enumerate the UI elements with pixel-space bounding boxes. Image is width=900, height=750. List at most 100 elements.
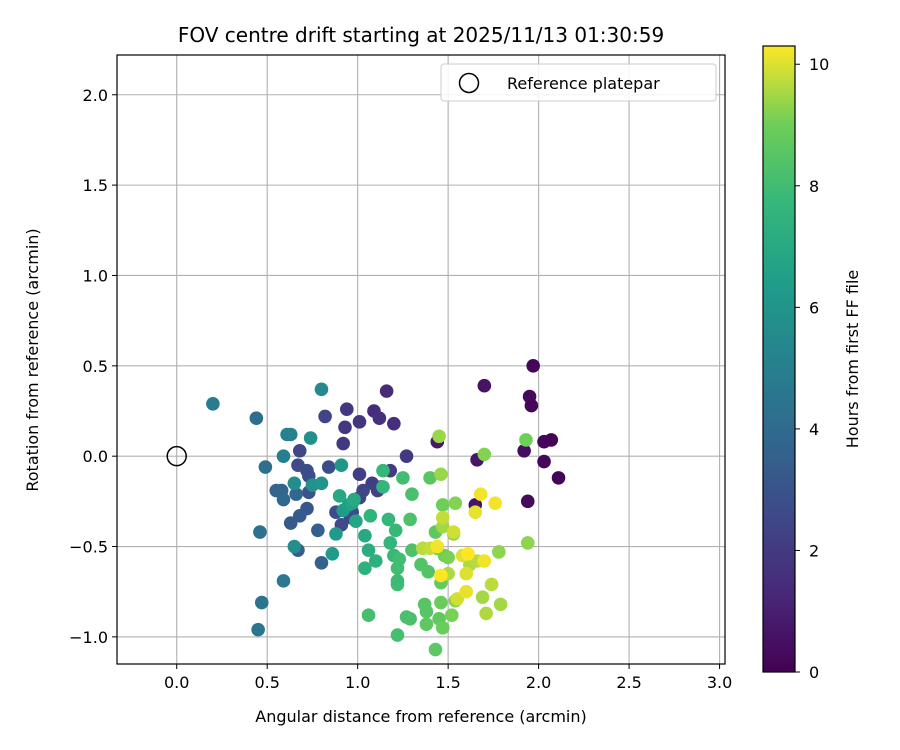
data-point xyxy=(292,509,307,523)
data-point xyxy=(276,492,291,507)
data-point xyxy=(520,494,535,509)
plot-area xyxy=(117,55,725,664)
data-point xyxy=(484,577,499,592)
data-point xyxy=(340,402,354,416)
data-point xyxy=(358,561,372,576)
data-point xyxy=(361,543,376,557)
data-point xyxy=(390,628,405,642)
data-point xyxy=(448,496,463,510)
y-tick-label: 2.0 xyxy=(83,86,108,105)
legend-reference-marker xyxy=(458,72,480,94)
data-point xyxy=(477,554,492,568)
data-point xyxy=(332,489,347,503)
data-point xyxy=(434,568,448,583)
data-point xyxy=(253,525,267,539)
data-point xyxy=(473,487,488,501)
data-point xyxy=(283,427,298,442)
data-point xyxy=(276,574,291,588)
data-point xyxy=(368,554,383,568)
data-point xyxy=(390,577,405,592)
colorbar-tick-label: 8 xyxy=(809,177,819,196)
data-point xyxy=(376,463,390,478)
x-tick-label: 0.5 xyxy=(254,673,279,692)
data-point xyxy=(314,382,329,397)
data-point xyxy=(349,514,363,529)
data-point xyxy=(287,476,302,491)
data-point xyxy=(347,492,361,507)
x-axis-label: Angular distance from reference (arcmin) xyxy=(255,707,586,726)
y-tick-label: −0.5 xyxy=(69,538,108,557)
data-point xyxy=(475,590,490,604)
data-point xyxy=(269,483,284,498)
data-point xyxy=(450,592,464,606)
x-tick-label: 1.5 xyxy=(435,673,460,692)
data-point xyxy=(461,546,475,561)
data-point xyxy=(325,546,340,561)
data-point xyxy=(303,431,318,445)
data-point xyxy=(434,467,448,482)
data-point xyxy=(477,378,492,393)
colorbar-tick-label: 6 xyxy=(809,298,819,317)
data-point xyxy=(318,409,332,424)
colorbar-gradient xyxy=(762,45,796,673)
data-point xyxy=(361,608,376,623)
data-point xyxy=(363,509,378,523)
data-point xyxy=(405,487,419,501)
data-point xyxy=(289,487,303,501)
data-point xyxy=(551,471,566,485)
x-tick-label: 3.0 xyxy=(707,673,732,692)
data-point xyxy=(435,621,450,635)
x-tick-label: 2.5 xyxy=(616,673,641,692)
data-point xyxy=(276,449,291,463)
data-point xyxy=(468,505,483,520)
data-point xyxy=(526,359,540,373)
data-point xyxy=(493,597,508,612)
colorbar-ticks: 0 2 4 6 8 10 xyxy=(795,55,829,682)
data-point xyxy=(329,527,343,541)
data-point xyxy=(430,539,445,554)
data-point xyxy=(519,433,533,447)
y-tick-label: −1.0 xyxy=(69,628,108,647)
data-point xyxy=(419,617,434,632)
data-point xyxy=(387,416,401,431)
grid-vertical xyxy=(176,55,721,664)
x-axis-ticks: 0.0 0.5 1.0 1.5 2.0 2.5 3.0 xyxy=(164,664,732,692)
data-point xyxy=(444,608,459,623)
x-tick-label: 0.0 xyxy=(164,673,189,692)
data-point xyxy=(390,561,405,576)
data-point xyxy=(379,384,394,398)
legend-reference-label: Reference platepar xyxy=(507,74,660,93)
colorbar-tick-label: 2 xyxy=(809,541,819,560)
x-tick-label: 2.0 xyxy=(526,673,551,692)
data-point xyxy=(321,460,336,474)
y-tick-label: 1.5 xyxy=(83,176,108,195)
data-point xyxy=(432,429,446,444)
x-tick-label: 1.0 xyxy=(345,673,370,692)
colorbar-tick-label: 4 xyxy=(809,420,819,439)
data-point xyxy=(334,458,349,473)
data-point xyxy=(388,523,403,538)
data-point xyxy=(446,525,461,539)
data-point xyxy=(459,584,474,599)
data-point xyxy=(492,545,506,559)
colorbar-label: Hours from first FF file xyxy=(843,270,862,449)
data-point xyxy=(258,460,273,474)
data-point xyxy=(396,471,410,485)
data-point xyxy=(403,612,417,626)
data-point xyxy=(249,411,264,426)
data-point xyxy=(517,443,531,458)
data-point xyxy=(403,512,417,527)
data-point xyxy=(287,539,302,554)
y-tick-label: 0.5 xyxy=(83,357,108,376)
data-point xyxy=(311,523,325,538)
data-point xyxy=(372,411,387,426)
data-point xyxy=(383,536,398,550)
data-point xyxy=(423,471,437,485)
data-point xyxy=(417,597,432,612)
data-point xyxy=(376,480,390,494)
data-point xyxy=(206,396,220,411)
data-point xyxy=(314,476,329,491)
legend: Reference platepar xyxy=(440,63,717,102)
data-point xyxy=(441,550,455,565)
